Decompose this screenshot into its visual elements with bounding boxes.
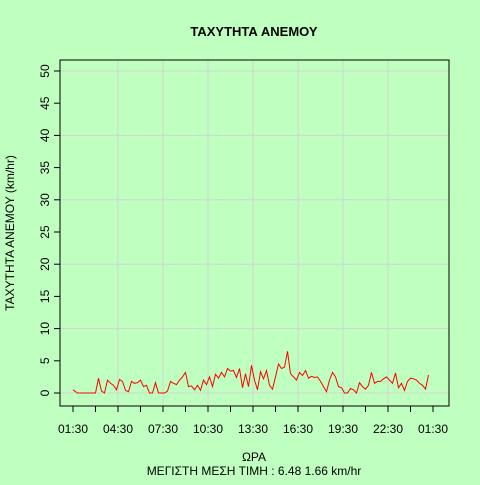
y-axis: 0 5 10 15 20 25 30 35 40 45 50 [38,64,60,396]
y-tick-label: 30 [38,193,52,207]
x-axis: 01:30 04:30 07:30 10:30 13:30 16:30 19:30 22:30… [58,406,448,436]
y-axis-label: ΤΑΧΥΤΗΤΑ ΑΝΕΜΟΥ (km/hr) [3,155,17,311]
x-tick-label: 13:30 [238,422,268,436]
y-tick-label: 20 [38,257,52,271]
y-tick-label: 15 [38,289,52,303]
y-tick-label: 10 [38,322,52,336]
series-layer [72,351,429,394]
y-tick-label: 45 [38,96,52,110]
y-tick-label: 50 [38,64,52,78]
y-tick-label: 5 [38,357,52,364]
plot-frame [59,59,450,407]
y-tick-label: 35 [38,161,52,175]
x-tick-label: 22:30 [373,422,403,436]
x-tick-label: 04:30 [103,422,133,436]
x-tick-label: 19:30 [328,422,358,436]
x-tick-label: 01:30 [58,422,88,436]
x-tick-label: 07:30 [148,422,178,436]
y-tick-label: 25 [38,225,52,239]
x-tick-label: 16:30 [283,422,313,436]
x-axis-label: ΩΡΑ [242,450,266,464]
chart-title: ΤΑΧΥΤΗΤΑ ΑΝΕΜΟΥ [190,24,318,39]
x-tick-label: 01:30 [418,422,448,436]
wind-speed-series-line [72,351,429,394]
chart-subtitle: ΜΕΓΙΣΤΗ ΜΕΣΗ ΤΙΜΗ : 6.48 1.66 km/hr [147,464,362,478]
x-tick-label: 10:30 [193,422,223,436]
y-tick-label: 40 [38,128,52,142]
grid [60,60,449,406]
y-tick-label: 0 [38,389,52,396]
